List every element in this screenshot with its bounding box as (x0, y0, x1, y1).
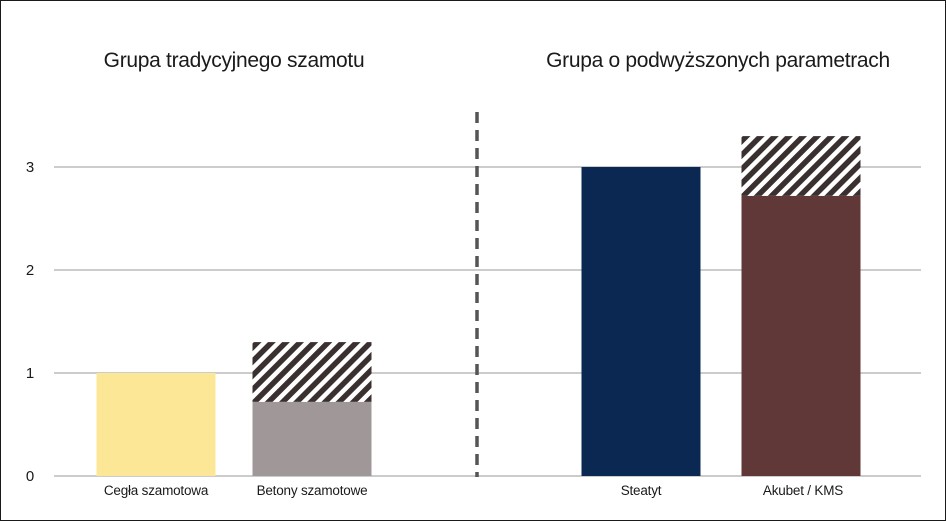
x-tick-label-betony: Betony szamotowe (257, 483, 368, 498)
bar-base-1 (252, 401, 372, 476)
y-tick-label-1: 1 (26, 365, 34, 382)
bar-hatched-3 (741, 136, 861, 196)
x-tick-label-cegla: Cegła szamotowa (104, 483, 209, 498)
bars (96, 136, 861, 476)
bar-base-2 (581, 167, 701, 476)
bar-base-3 (741, 195, 861, 476)
group-title-advanced: Grupa o podwyższonych parametrach (546, 49, 890, 72)
x-tick-label-steatyt: Steatyt (621, 483, 662, 498)
bar-hatched-1 (252, 342, 372, 402)
group-title-traditional: Grupa tradycyjnego szamotu (104, 49, 365, 72)
y-tick-label-3: 3 (26, 159, 34, 176)
y-tick-label-2: 2 (26, 262, 34, 279)
bar-base-0 (96, 373, 216, 476)
x-tick-label-akubet: Akubet / KMS (763, 483, 843, 498)
y-tick-label-0: 0 (26, 468, 34, 485)
